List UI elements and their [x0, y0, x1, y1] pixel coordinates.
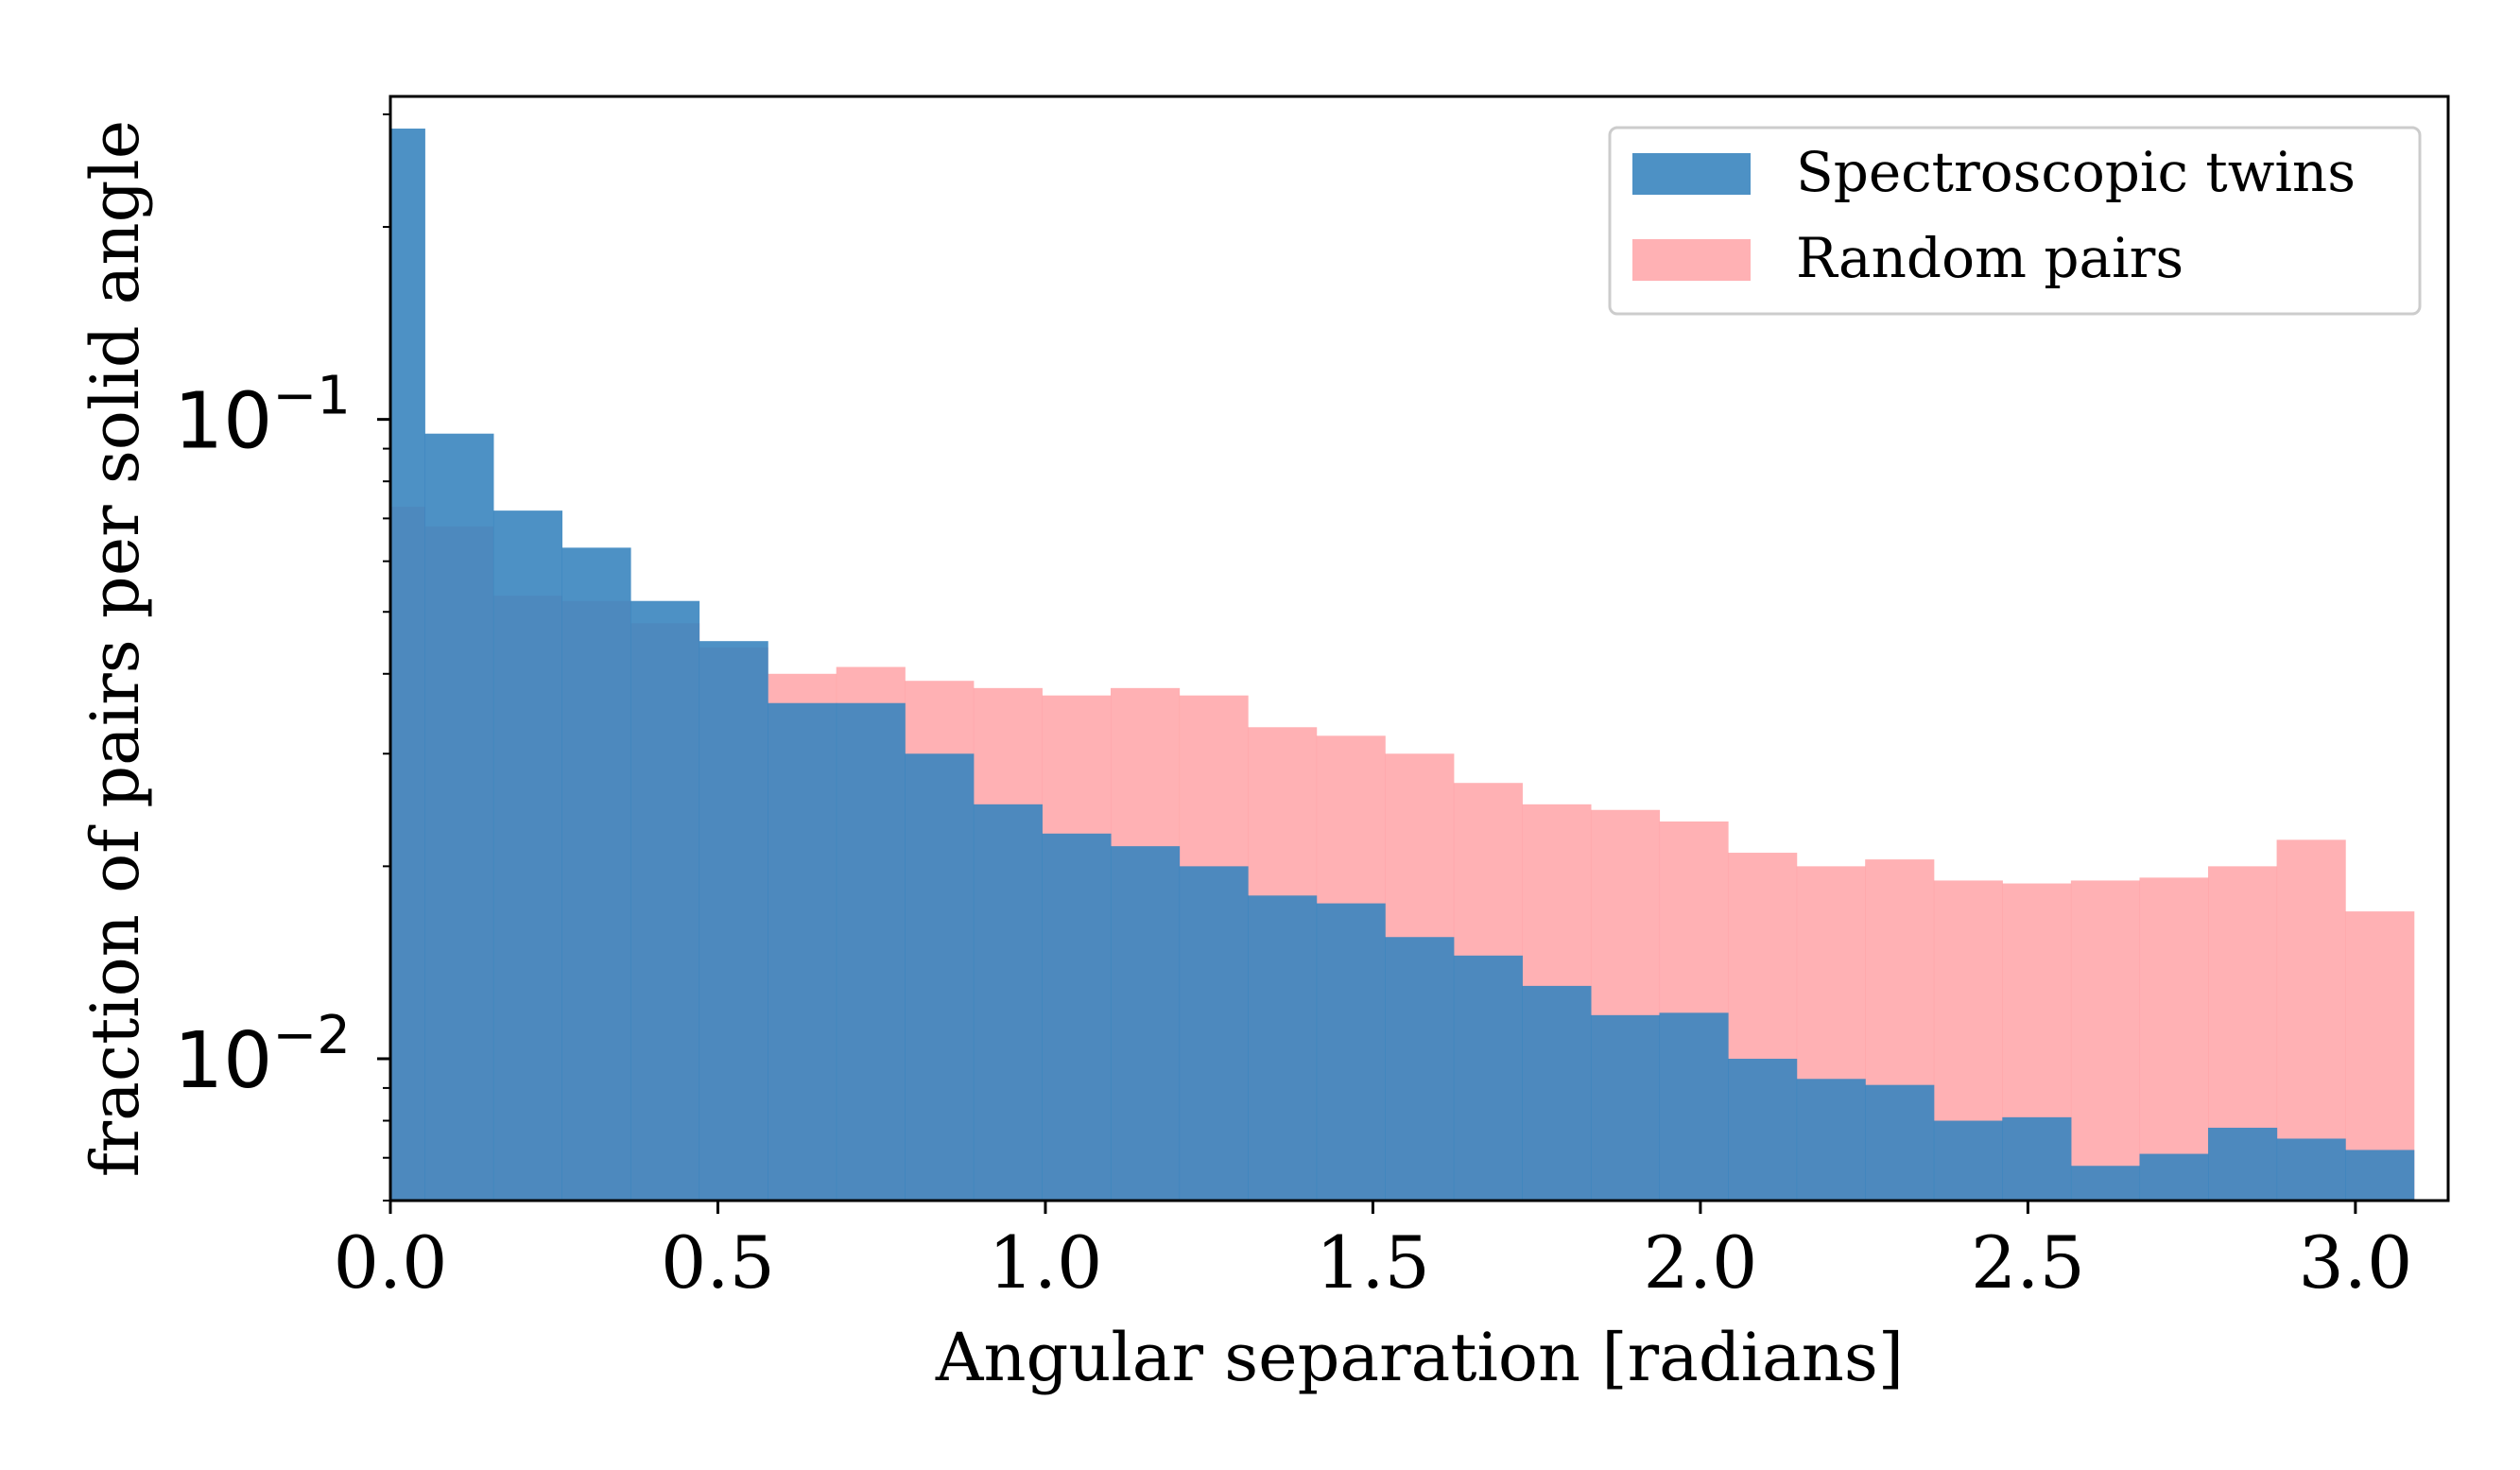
- y-axis-title: fraction of pairs per solid angle: [77, 120, 154, 1177]
- bar-twins: [768, 702, 837, 1201]
- bar-twins: [1796, 1079, 1866, 1201]
- legend-label-random-pairs: Random pairs: [1796, 226, 2183, 290]
- x-axis-title: Angular separation [radians]: [935, 1319, 1904, 1396]
- x-tick-label: 2.0: [1643, 1220, 1757, 1305]
- bar-twins: [1522, 985, 1592, 1201]
- bar-twins: [1865, 1084, 1935, 1201]
- plot-frame: [388, 95, 2450, 1202]
- bar-twins: [1316, 903, 1386, 1201]
- spectroscopic-twins-bars: [390, 129, 2415, 1202]
- x-tick-label: 3.0: [2298, 1220, 2412, 1305]
- bar-twins: [1248, 895, 1318, 1201]
- bar-twins: [836, 702, 906, 1201]
- bar-twins: [2345, 1150, 2415, 1201]
- bar-twins: [1110, 846, 1181, 1201]
- bar-twins: [1590, 1014, 1661, 1201]
- legend-swatch-spectroscopic-twins: [1632, 153, 1751, 195]
- bar-twins: [2002, 1116, 2072, 1201]
- legend: Spectroscopic twins Random pairs: [1608, 126, 2422, 316]
- x-tick-label: 1.5: [1316, 1220, 1430, 1305]
- bar-twins: [1453, 955, 1523, 1201]
- x-tick-label: 0.0: [334, 1220, 448, 1305]
- bar-twins: [630, 600, 700, 1201]
- bar-twins: [1933, 1120, 2003, 1201]
- legend-label-spectroscopic-twins: Spectroscopic twins: [1796, 140, 2356, 204]
- x-tick-label: 1.0: [989, 1220, 1103, 1305]
- x-axis: 0.0 0.5 1.0 1.5 2.0 2.5 3.0: [334, 1201, 2412, 1305]
- legend-swatch-random-pairs: [1632, 239, 1751, 281]
- x-tick-label: 0.5: [661, 1220, 775, 1305]
- y-tick-label: 10−1: [174, 366, 351, 467]
- bar-twins: [905, 753, 975, 1201]
- bar-twins: [1179, 866, 1249, 1201]
- bar-twins: [2276, 1138, 2346, 1201]
- bar-twins: [1728, 1058, 1798, 1201]
- x-tick-label: 2.5: [1971, 1220, 2085, 1305]
- bar-twins: [2139, 1153, 2209, 1201]
- bar-twins: [699, 641, 768, 1201]
- bar-twins: [492, 510, 563, 1201]
- bar-twins: [1042, 833, 1112, 1201]
- bar-twins: [2070, 1166, 2141, 1201]
- bar-random: [2139, 877, 2209, 1201]
- bar-twins: [390, 129, 425, 1201]
- bar-random: [2070, 880, 2141, 1201]
- bar-twins: [561, 547, 631, 1201]
- legend-box: [1608, 126, 2422, 316]
- bar-twins: [2208, 1127, 2278, 1201]
- bar-twins: [1659, 1012, 1729, 1201]
- bar-twins: [424, 433, 494, 1202]
- bar-twins: [973, 804, 1043, 1201]
- bar-twins: [1385, 937, 1455, 1201]
